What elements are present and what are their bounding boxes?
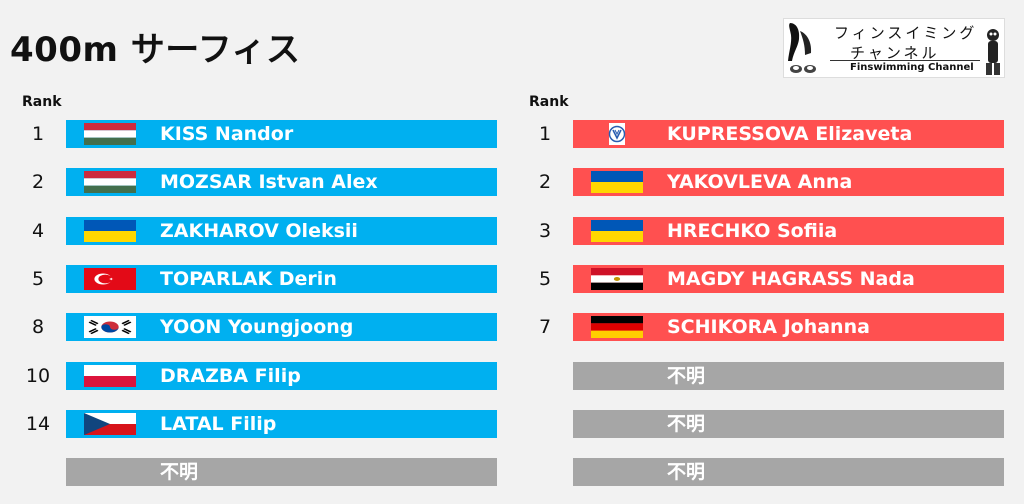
ukraine-flag-icon xyxy=(591,219,643,242)
athlete-bar: MAGDY HAGRASS Nada xyxy=(573,264,1004,293)
result-row: 8 YOON Youngjoong xyxy=(18,313,497,342)
rank-number: 5 xyxy=(538,267,552,290)
rank-number: 2 xyxy=(538,171,552,194)
athlete-bar: TOPARLAK Derin xyxy=(66,264,497,293)
men-results-column: Rank 1 KISS Nandor 2 MOZSAR Istvan Alex 4 ZAK… xyxy=(18,94,497,487)
finswimming-channel-logo: フィンスイミング チャンネル Finswimming Channel xyxy=(783,18,1005,78)
result-row: 7 SCHIKORA Johanna xyxy=(525,313,1004,342)
rank-number: 5 xyxy=(31,267,45,290)
unknown-label: 不明 xyxy=(667,412,706,435)
logo-divider xyxy=(830,60,980,61)
rank-number: 2 xyxy=(31,171,45,194)
athlete-name: TOPARLAK Derin xyxy=(160,267,337,290)
rank-header: Rank xyxy=(529,94,569,110)
page-title: 400m サーフィス xyxy=(10,30,301,70)
poland-flag-icon xyxy=(84,364,136,387)
diver-left-icon xyxy=(788,23,816,73)
logo-kana-line2: チャンネル xyxy=(850,44,940,62)
rank-number: 7 xyxy=(538,316,552,339)
athlete-bar: LATAL Filip xyxy=(66,409,497,438)
athlete-bar: HRECHKO Sofiia xyxy=(573,216,1004,245)
athlete-bar: KISS Nandor xyxy=(66,120,497,148)
result-row: 不明 xyxy=(525,409,1004,438)
result-row: 3 HRECHKO Sofiia xyxy=(525,216,1004,245)
result-row: 2 MOZSAR Istvan Alex xyxy=(18,168,497,197)
czech-republic-flag-icon xyxy=(84,412,136,435)
rank-header: Rank xyxy=(22,94,62,110)
rank-number xyxy=(525,458,565,486)
unknown-bar: 不明 xyxy=(573,409,1004,438)
athlete-name: ZAKHAROV Oleksii xyxy=(160,219,358,242)
result-row: 5 TOPARLAK Derin xyxy=(18,264,497,293)
unknown-bar: 不明 xyxy=(573,361,1004,390)
result-row: 14 LATAL Filip xyxy=(18,409,497,438)
rank-number: 14 xyxy=(25,412,51,435)
athlete-name: YAKOVLEVA Anna xyxy=(667,171,853,194)
athlete-name: SCHIKORA Johanna xyxy=(667,316,870,339)
athlete-name: LATAL Filip xyxy=(160,412,277,435)
athlete-bar: SCHIKORA Johanna xyxy=(573,313,1004,342)
athlete-bar: YAKOVLEVA Anna xyxy=(573,168,1004,197)
athlete-name: KUPRESSOVA Elizaveta xyxy=(667,123,913,145)
rank-number xyxy=(525,410,565,438)
unknown-label: 不明 xyxy=(667,364,706,387)
result-row: 不明 xyxy=(525,361,1004,390)
athlete-bar: KUPRESSOVA Elizaveta xyxy=(573,120,1004,148)
athlete-name: MOZSAR Istvan Alex xyxy=(160,171,378,194)
athlete-name: KISS Nandor xyxy=(160,123,294,145)
hungary-flag-icon xyxy=(84,123,136,145)
result-row: 5 MAGDY HAGRASS Nada xyxy=(525,264,1004,293)
athlete-name: DRAZBA Filip xyxy=(160,364,301,387)
ukraine-flag-icon xyxy=(84,219,136,242)
rank-number: 10 xyxy=(25,364,51,387)
neutral-emblem-flag-icon xyxy=(591,123,643,145)
rank-number: 1 xyxy=(31,123,45,145)
logo-kana-line1: フィンスイミング xyxy=(834,24,978,42)
result-row: 不明 xyxy=(18,458,497,487)
logo-english-text: Finswimming Channel xyxy=(850,62,974,73)
women-results-column: Rank 1 KUPRESSOVA Elizaveta 2 YAKOVLEVA Ann… xyxy=(525,94,1004,487)
unknown-bar: 不明 xyxy=(573,458,1004,487)
ukraine-flag-icon xyxy=(591,171,643,194)
athlete-name: MAGDY HAGRASS Nada xyxy=(667,267,915,290)
result-row: 1 KISS Nandor xyxy=(18,120,497,148)
rank-number: 4 xyxy=(31,219,45,242)
athlete-bar: DRAZBA Filip xyxy=(66,361,497,390)
rank-number: 3 xyxy=(538,219,552,242)
diver-right-icon xyxy=(986,29,1000,75)
unknown-bar: 不明 xyxy=(66,458,497,487)
hungary-flag-icon xyxy=(84,171,136,194)
turkey-flag-icon xyxy=(84,267,136,290)
result-row: 2 YAKOVLEVA Anna xyxy=(525,168,1004,197)
result-row: 不明 xyxy=(525,458,1004,487)
unknown-label: 不明 xyxy=(667,461,706,484)
athlete-bar: MOZSAR Istvan Alex xyxy=(66,168,497,197)
athlete-bar: ZAKHAROV Oleksii xyxy=(66,216,497,245)
athlete-bar: YOON Youngjoong xyxy=(66,313,497,342)
egypt-flag-icon xyxy=(591,267,643,290)
rank-number: 8 xyxy=(31,316,45,339)
result-row: 1 KUPRESSOVA Elizaveta xyxy=(525,120,1004,148)
rank-number xyxy=(18,458,58,486)
result-row: 10 DRAZBA Filip xyxy=(18,361,497,390)
athlete-name: HRECHKO Sofiia xyxy=(667,219,838,242)
south-korea-flag-icon xyxy=(84,316,136,339)
rank-number xyxy=(525,362,565,390)
result-row: 4 ZAKHAROV Oleksii xyxy=(18,216,497,245)
athlete-name: YOON Youngjoong xyxy=(160,316,354,339)
germany-flag-icon xyxy=(591,316,643,339)
rank-number: 1 xyxy=(538,123,552,145)
unknown-label: 不明 xyxy=(160,461,199,484)
